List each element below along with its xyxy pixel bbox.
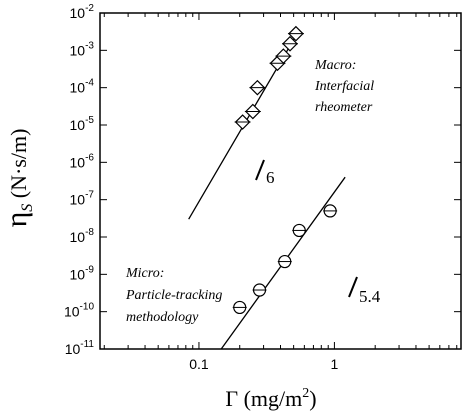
tick-labels: 0.1 1 10-2 10-3 10-4 10-5 10-6 10-7 10-8 10-9 10-1…	[64, 3, 339, 372]
y-tick-label: 10-9	[70, 264, 95, 282]
y-axis-title: ηS (N·s/m)	[0, 129, 37, 228]
y-tick-label: 10-5	[70, 115, 95, 133]
slope-indicators	[255, 159, 358, 298]
x-axis-title: Γ (mg/m2)	[225, 386, 316, 411]
y-tick-label: 10-8	[70, 227, 95, 245]
x-tick-label: 0.1	[189, 356, 209, 372]
macro-annotation: Macro: Interfacial rheometer	[314, 58, 378, 115]
axis-ticks	[100, 12, 461, 350]
y-tick-label: 10-3	[70, 40, 95, 58]
y-tick-label: 10-6	[70, 152, 95, 170]
y-tick-label: 10-7	[70, 190, 95, 208]
slope-bar-macro	[255, 159, 265, 181]
y-tick-label: 10-4	[70, 78, 95, 96]
micro-annotation: Micro: Particle-tracking methodology	[125, 266, 226, 325]
slope-label-macro: 6	[266, 168, 275, 187]
y-tick-label: 10-10	[64, 302, 94, 320]
x-tick-label: 1	[331, 356, 339, 372]
y-tick-label: 10-2	[70, 3, 95, 21]
data-markers	[232, 25, 338, 315]
slope-label-micro: 5.4	[359, 287, 381, 306]
slope-bar-micro	[348, 276, 358, 298]
y-tick-label: 10-11	[65, 339, 95, 357]
